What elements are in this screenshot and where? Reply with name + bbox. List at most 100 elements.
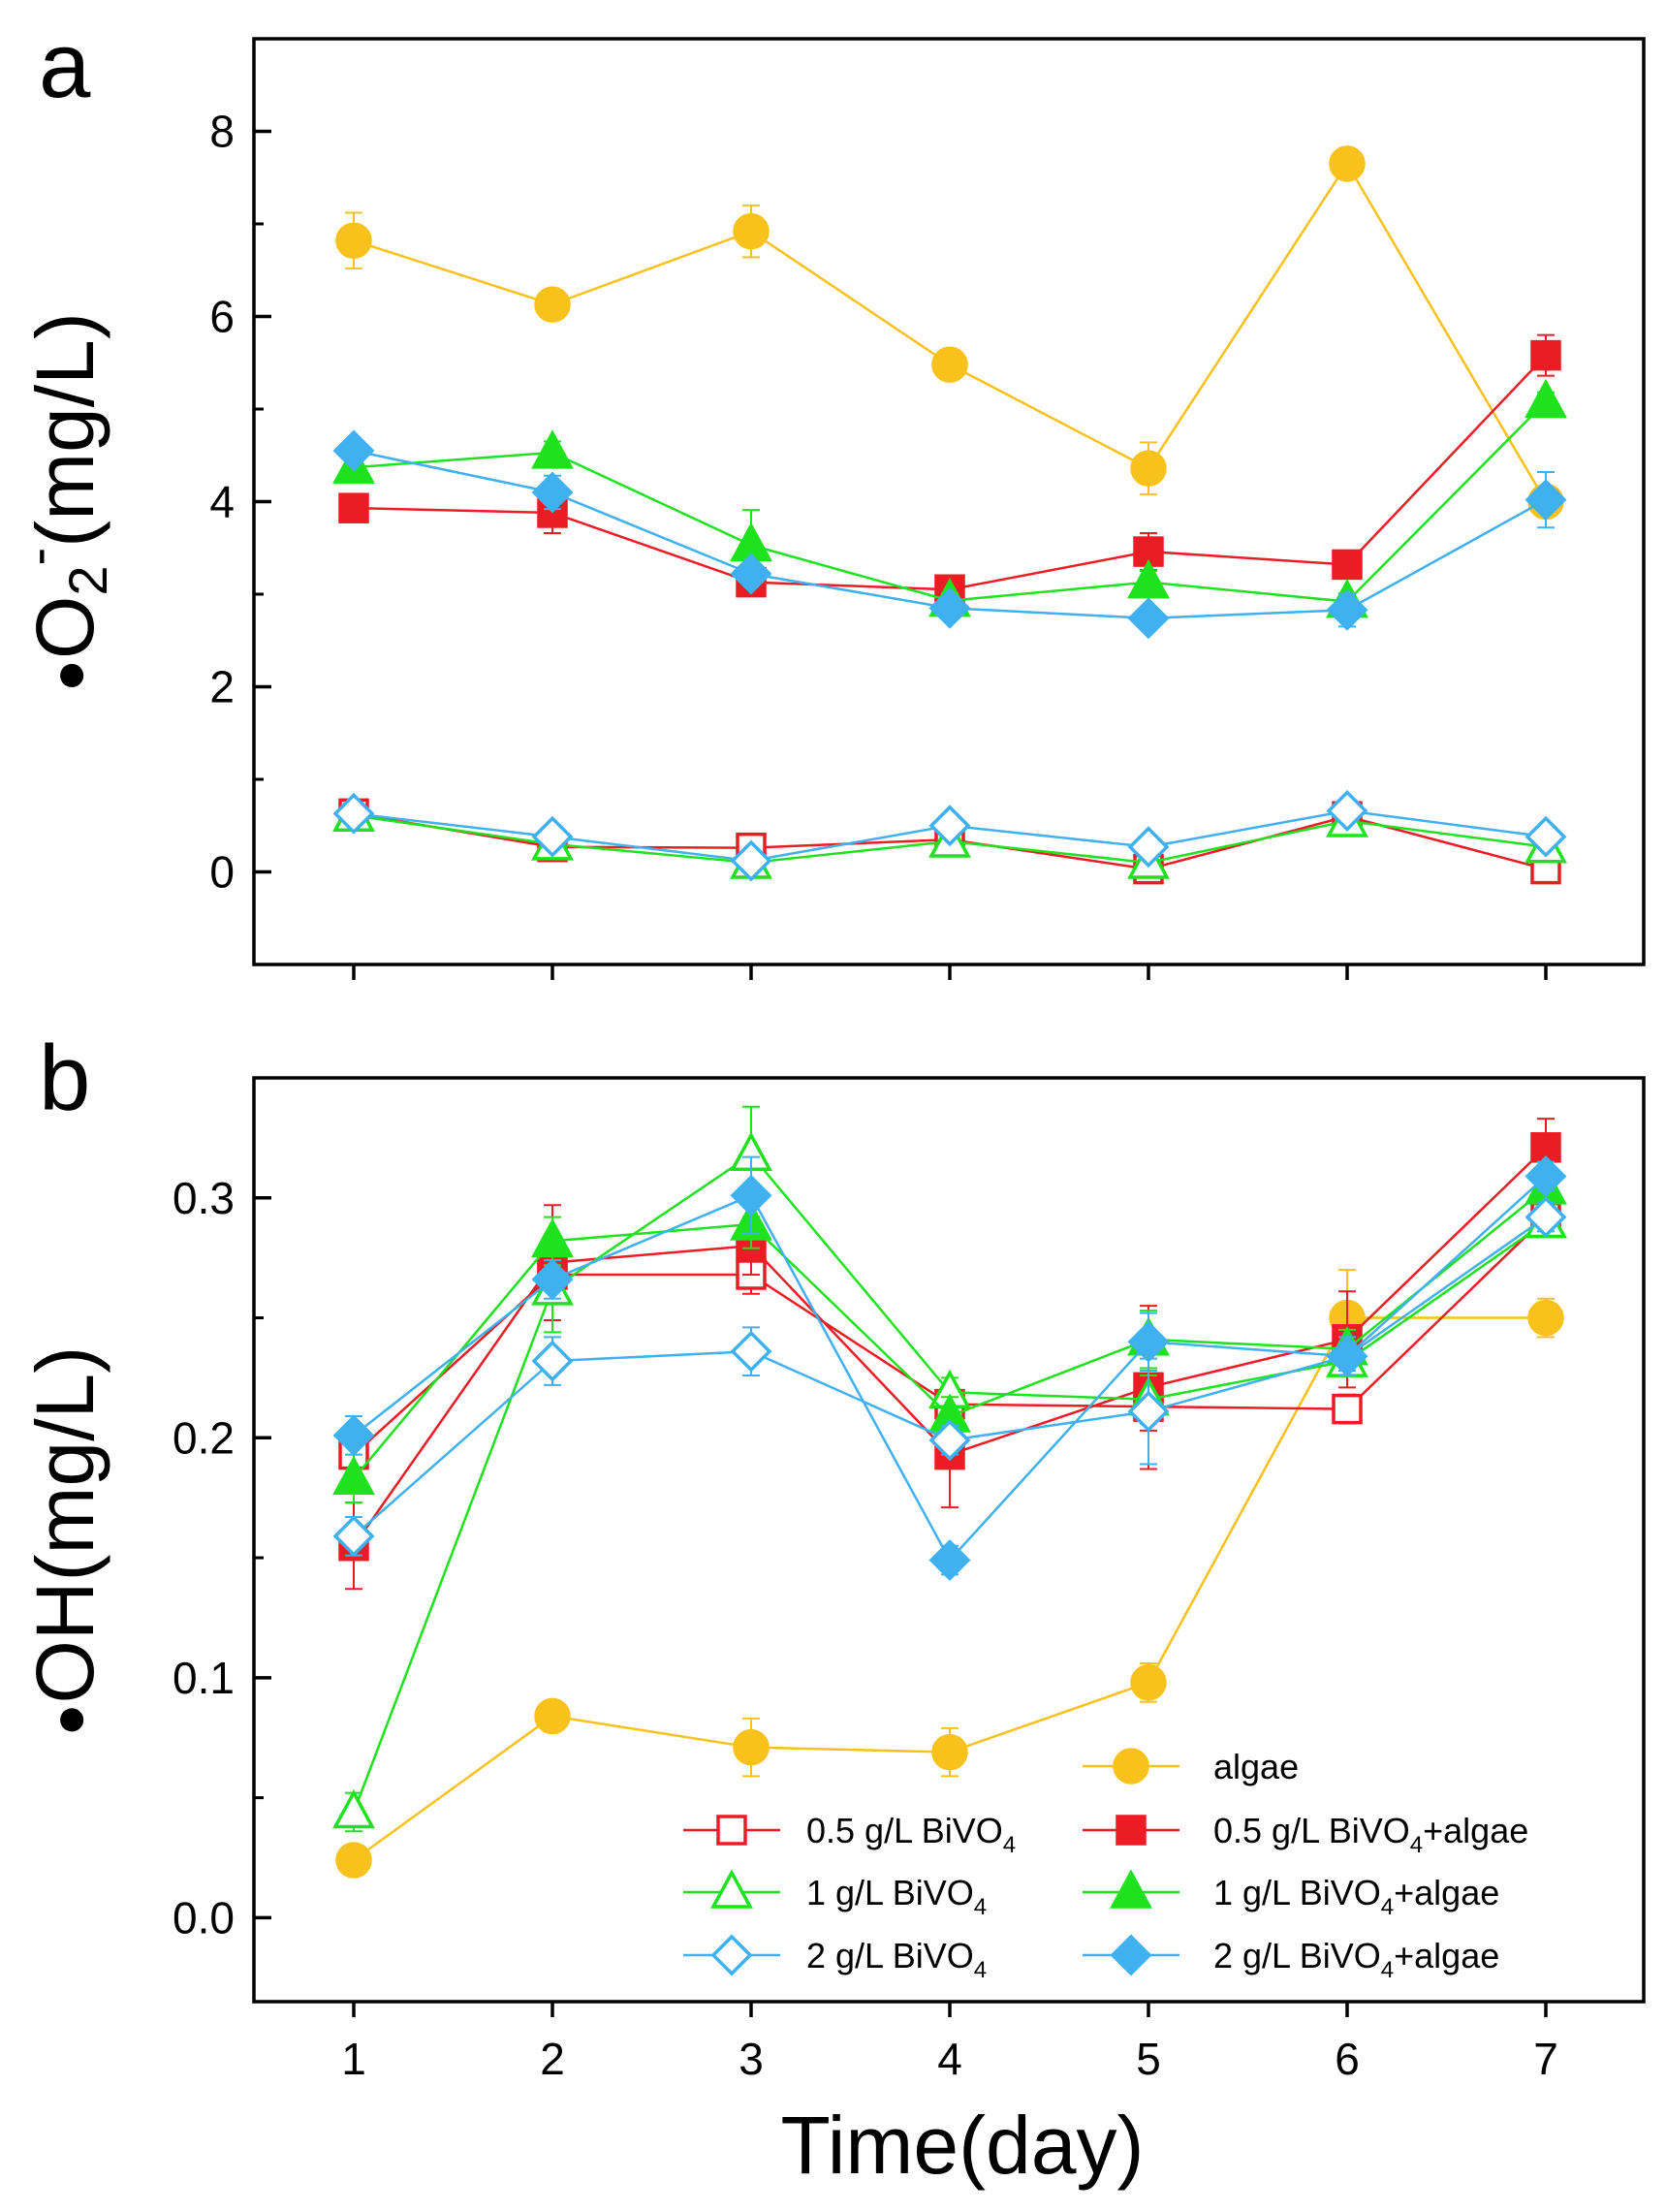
point-b-2-g-l-bivo4-algae-3 <box>730 1174 772 1217</box>
point-b-1-g-l-bivo4-algae-1 <box>332 1455 375 1496</box>
legend-item-0-5-g-l-bivo4: 0.5 g/L BiVO4 <box>683 1811 1016 1858</box>
panel-b-ylabel: ●OH(mg/L) <box>19 1346 110 1737</box>
legend-item-2-g-l-bivo4-algae: 2 g/L BiVO4+algae <box>1083 1934 1499 1983</box>
panel-b-axes: 0.0 0.1 0.2 0.3 1 2 3 4 5 6 7 <box>173 1173 1558 2084</box>
point-b-1-g-l-bivo4-algae-2 <box>531 1217 574 1258</box>
legend-marker <box>1113 1748 1149 1785</box>
point-a-2-g-l-bivo4-5 <box>1127 826 1170 869</box>
point-a-2-g-l-bivo4-algae-5 <box>1127 597 1170 640</box>
point-b-2-g-l-bivo4-5 <box>1127 1390 1170 1433</box>
point-b-algae-5 <box>1130 1664 1167 1701</box>
point-b-2-g-l-bivo4-algae-4 <box>928 1539 971 1582</box>
series-b-2-g-l-bivo4-algae <box>332 1155 1567 1582</box>
ytick-label-b-3: 0.3 <box>173 1173 235 1223</box>
point-a-algae-3 <box>733 212 770 250</box>
point-b-2-g-l-bivo4-algae-6 <box>1326 1335 1368 1377</box>
point-a-2-g-l-bivo4-algae-3 <box>730 553 772 595</box>
point-b-2-g-l-bivo4-algae-1 <box>332 1414 375 1457</box>
point-a-0-5-g-l-bivo4-algae-6 <box>1332 549 1363 581</box>
point-b-algae-1 <box>335 1842 372 1879</box>
point-b-algae-2 <box>534 1697 571 1735</box>
legend-item-1-g-l-bivo4: 1 g/L BiVO4 <box>683 1869 987 1920</box>
point-b-2-g-l-bivo4-4 <box>928 1419 971 1462</box>
ytick-label-a-4: 8 <box>209 107 235 157</box>
point-b-2-g-l-bivo4-3 <box>730 1330 772 1373</box>
point-b-algae-7 <box>1527 1299 1564 1337</box>
legend-marker <box>710 1869 753 1909</box>
xtick-label-5: 6 <box>1335 2034 1360 2084</box>
legend: algae 0.5 g/L BiVO4 0.5 g/L BiVO4+algae 1 g… <box>683 1747 1528 1983</box>
legend-marker <box>710 1934 753 1976</box>
point-a-algae-1 <box>335 222 372 259</box>
panel-a-ylabel: ●O2-(mg/L) <box>7 312 118 692</box>
panel-b-series <box>332 1105 1567 1879</box>
xtick-label-4: 5 <box>1136 2034 1161 2084</box>
point-a-0-5-g-l-bivo4-algae-1 <box>338 492 369 523</box>
point-b-2-g-l-bivo4-algae-7 <box>1525 1155 1567 1197</box>
point-a-2-g-l-bivo4-7 <box>1525 815 1567 858</box>
point-a-2-g-l-bivo4-3 <box>730 839 772 882</box>
legend-item-algae: algae <box>1083 1747 1299 1786</box>
point-a-2-g-l-bivo4-algae-7 <box>1525 479 1567 521</box>
ytick-label-a-3: 6 <box>209 292 235 342</box>
ytick-label-b-0: 0.0 <box>173 1892 235 1943</box>
point-a-0-5-g-l-bivo4-algae-7 <box>1530 339 1561 371</box>
legend-marker <box>1110 1869 1152 1909</box>
point-b-1-g-l-bivo4-1 <box>332 1788 375 1829</box>
panel-a-series <box>332 145 1567 885</box>
ytick-label-a-1: 2 <box>209 662 235 712</box>
series-a-2-g-l-bivo4-algae <box>332 429 1567 640</box>
point-a-algae-5 <box>1130 450 1167 487</box>
point-b-2-g-l-bivo4-algae-2 <box>531 1258 574 1301</box>
panel-a: a 0 2 4 6 8 ●O2-(mg/L) <box>7 14 1646 980</box>
panel-b: b 0.0 0.1 0.2 0.3 1 2 3 4 5 6 7 ●OH(mg/L) Time(day… <box>19 1027 1646 2191</box>
point-a-2-g-l-bivo4-algae-1 <box>332 429 375 472</box>
legend-label: 0.5 g/L BiVO4 <box>806 1811 1016 1858</box>
panel-a-axes: 0 2 4 6 8 <box>209 107 1548 980</box>
legend-label: 1 g/L BiVO4+algae <box>1213 1873 1499 1920</box>
point-a-2-g-l-bivo4-4 <box>928 805 971 847</box>
panel-b-letter: b <box>39 1027 90 1130</box>
legend-label: 0.5 g/L BiVO4+algae <box>1213 1811 1528 1858</box>
point-a-algae-6 <box>1329 145 1366 182</box>
point-a-algae-4 <box>931 346 968 383</box>
point-a-2-g-l-bivo4-2 <box>531 815 574 858</box>
point-b-2-g-l-bivo4-2 <box>531 1340 574 1382</box>
point-a-2-g-l-bivo4-6 <box>1326 789 1368 832</box>
x-axis-label: Time(day) <box>781 2100 1145 2191</box>
point-a-2-g-l-bivo4-1 <box>332 792 375 835</box>
series-a-2-g-l-bivo4 <box>332 789 1567 882</box>
point-a-algae-2 <box>534 286 571 323</box>
legend-label: 2 g/L BiVO4 <box>806 1936 987 1983</box>
xtick-label-3: 4 <box>937 2034 962 2084</box>
point-a-1-g-l-bivo4-algae-5 <box>1127 558 1170 599</box>
point-a-2-g-l-bivo4-algae-6 <box>1326 588 1368 631</box>
ytick-label-a-2: 4 <box>209 477 235 527</box>
legend-label: algae <box>1213 1747 1299 1786</box>
point-b-algae-4 <box>931 1733 968 1771</box>
ytick-label-b-1: 0.1 <box>173 1653 235 1703</box>
ytick-label-a-0: 0 <box>209 847 235 898</box>
point-b-algae-3 <box>733 1728 770 1766</box>
legend-marker <box>1110 1934 1152 1976</box>
point-b-2-g-l-bivo4-7 <box>1525 1196 1567 1239</box>
legend-label: 1 g/L BiVO4 <box>806 1873 987 1920</box>
legend-marker <box>1116 1815 1147 1846</box>
legend-item-1-g-l-bivo4-algae: 1 g/L BiVO4+algae <box>1083 1869 1499 1920</box>
point-b-2-g-l-bivo4-1 <box>332 1515 375 1558</box>
xtick-label-1: 2 <box>540 2034 565 2084</box>
point-b-2-g-l-bivo4-algae-5 <box>1127 1320 1170 1363</box>
point-a-1-g-l-bivo4-algae-2 <box>531 429 574 469</box>
ytick-label-b-2: 0.2 <box>173 1412 235 1463</box>
xtick-label-6: 7 <box>1533 2034 1558 2084</box>
xtick-label-0: 1 <box>341 2034 366 2084</box>
legend-marker <box>716 1815 747 1846</box>
legend-item-2-g-l-bivo4: 2 g/L BiVO4 <box>683 1934 987 1983</box>
legend-label: 2 g/L BiVO4+algae <box>1213 1936 1499 1983</box>
xtick-label-2: 3 <box>739 2034 764 2084</box>
legend-item-0-5-g-l-bivo4-algae: 0.5 g/L BiVO4+algae <box>1083 1811 1528 1858</box>
point-b-0-5-g-l-bivo4-6 <box>1332 1393 1363 1425</box>
panel-a-letter: a <box>39 14 91 117</box>
point-a-2-g-l-bivo4-algae-4 <box>928 586 971 629</box>
